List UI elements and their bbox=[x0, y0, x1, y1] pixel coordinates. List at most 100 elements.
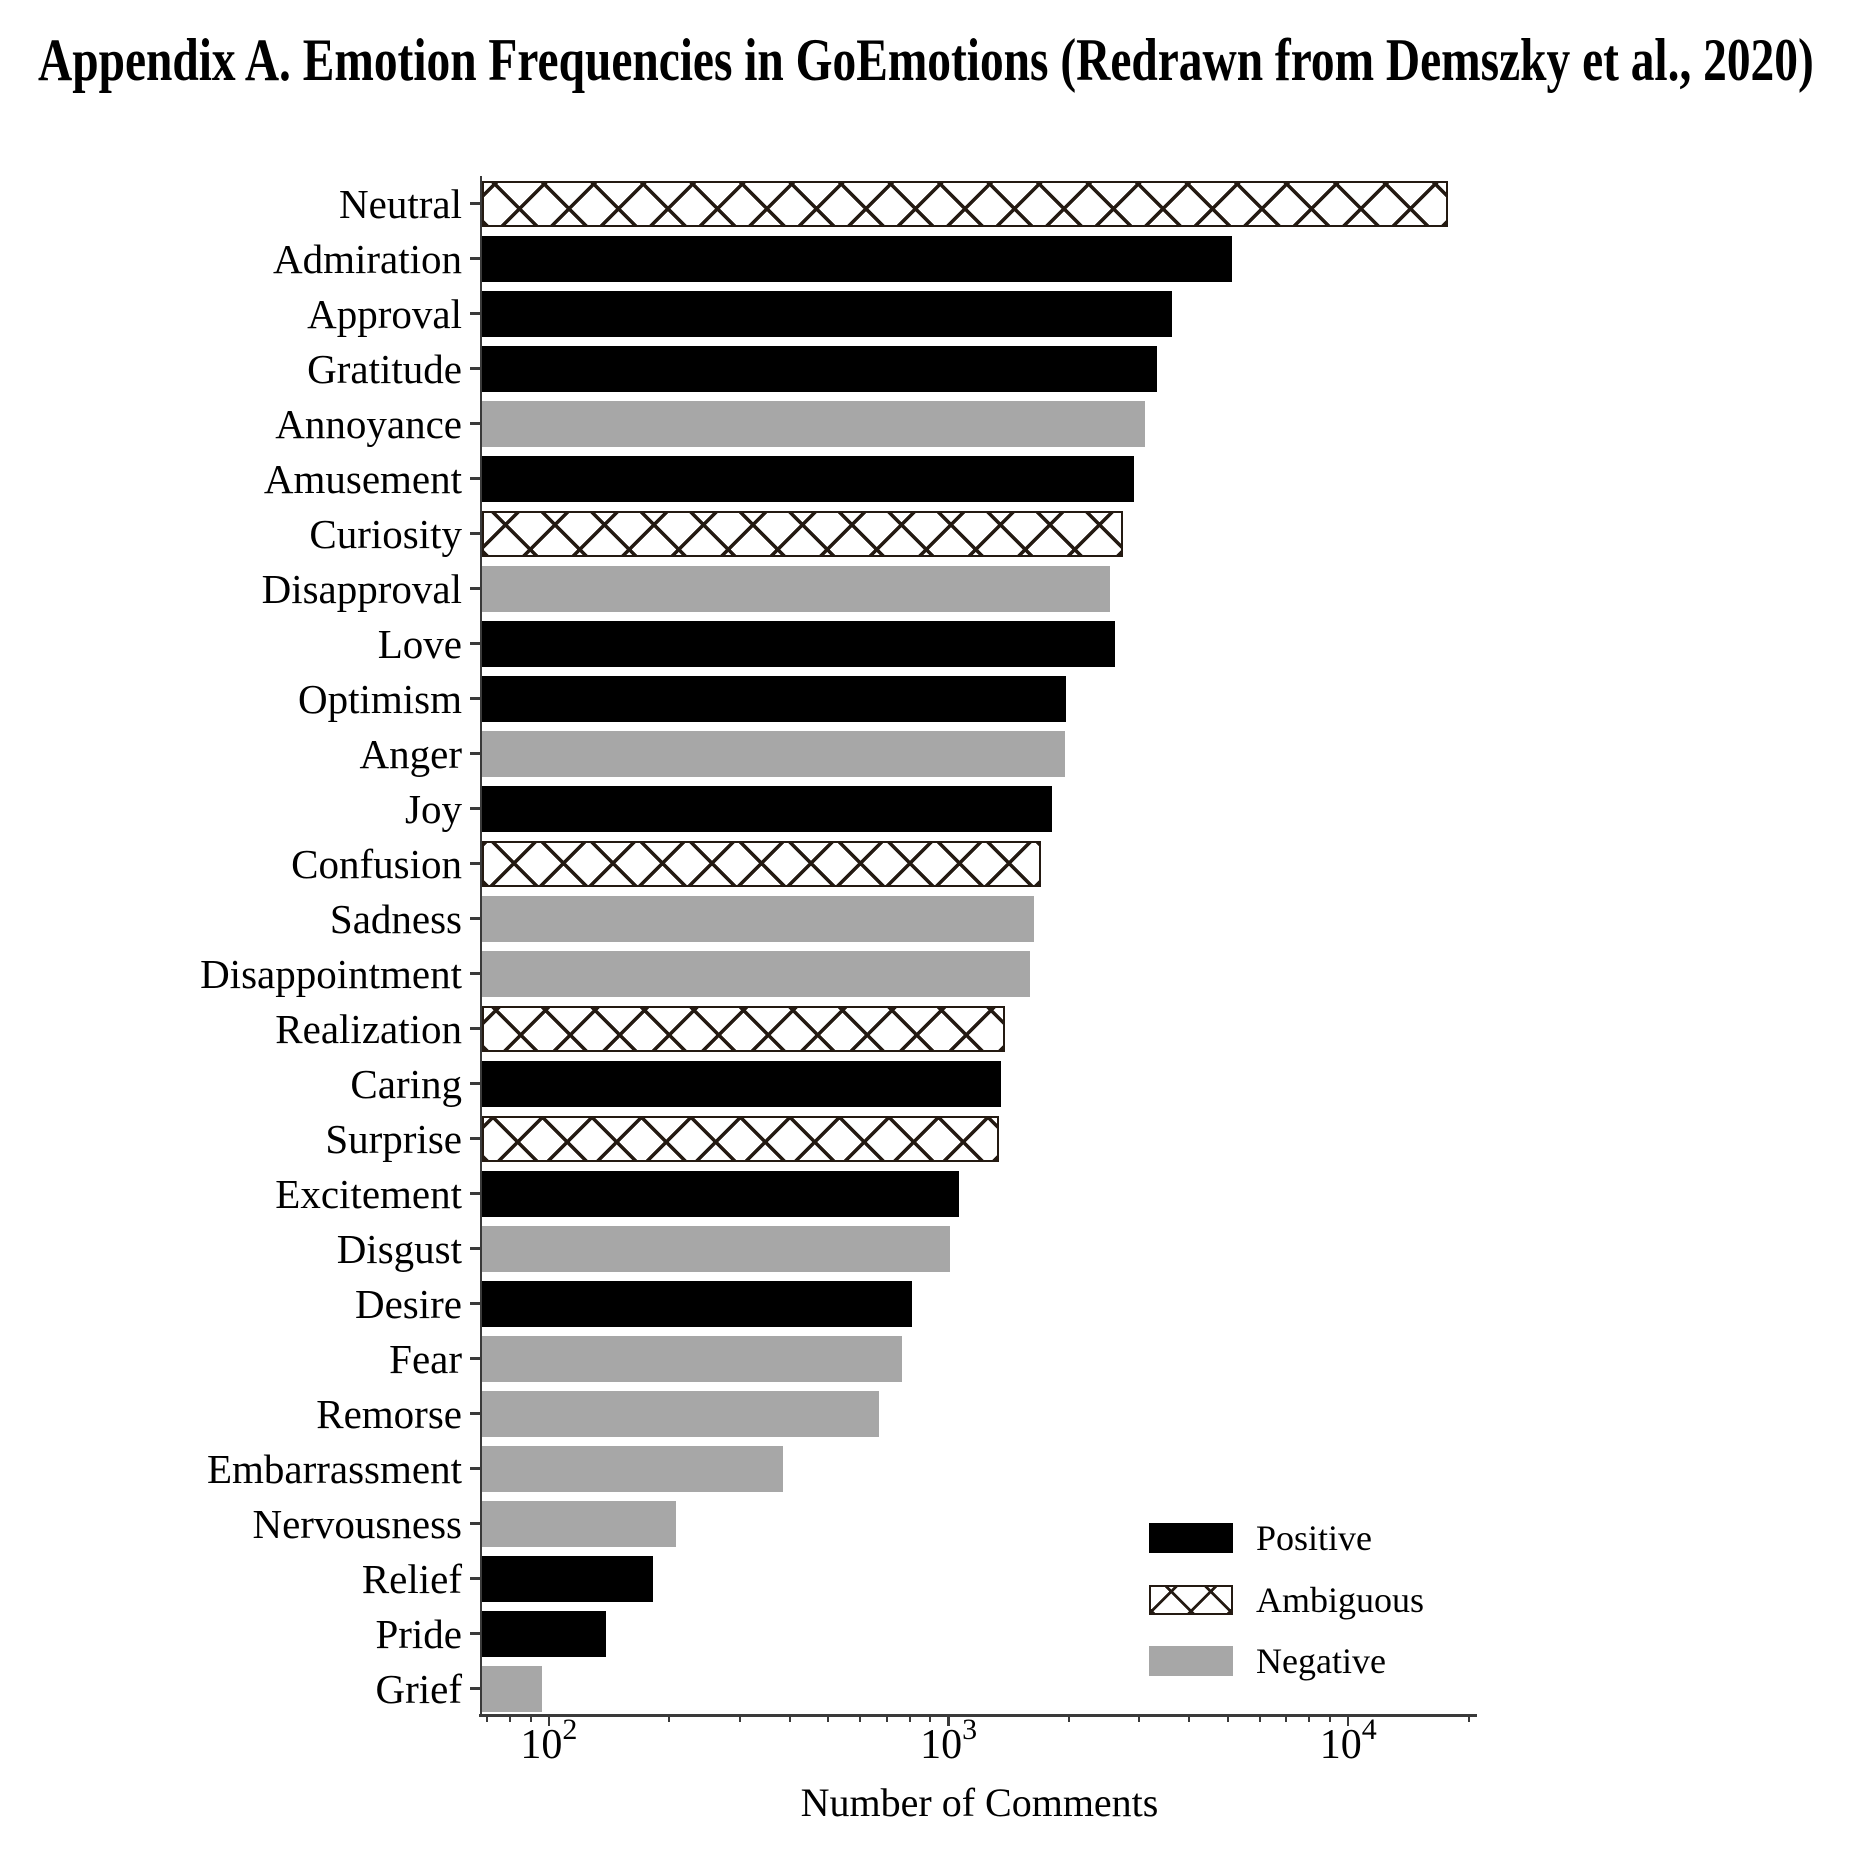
y-tick-love bbox=[470, 642, 480, 645]
x-minor-tick-9000 bbox=[1328, 1717, 1331, 1722]
y-label-disapproval: Disapproval bbox=[261, 565, 462, 612]
x-tick-label-10e4: 104 bbox=[1319, 1713, 1377, 1769]
y-tick-optimism bbox=[470, 697, 480, 700]
bar-approval bbox=[482, 290, 1173, 337]
y-tick-disapproval bbox=[470, 587, 480, 590]
y-tick-excitement bbox=[470, 1192, 480, 1195]
legend-swatch-positive bbox=[1149, 1523, 1233, 1553]
bar-curiosity bbox=[482, 510, 1124, 557]
x-minor-tick-8000 bbox=[1308, 1717, 1311, 1722]
y-tick-nervousness bbox=[470, 1522, 480, 1525]
bar-amusement bbox=[482, 455, 1134, 502]
bar-excitement bbox=[482, 1170, 960, 1217]
x-minor-tick-900 bbox=[929, 1717, 932, 1722]
bar-admiration bbox=[482, 235, 1233, 282]
figure-title: Appendix A. Emotion Frequencies in GoEmo… bbox=[38, 27, 1814, 93]
x-axis-label: Number of Comments bbox=[800, 1780, 1159, 1825]
legend-swatch-negative bbox=[1149, 1646, 1233, 1676]
bar-sadness bbox=[482, 895, 1035, 942]
legend-swatch-ambiguous bbox=[1149, 1585, 1233, 1615]
y-tick-amusement bbox=[470, 477, 480, 480]
y-label-embarrassment: Embarrassment bbox=[206, 1445, 462, 1492]
x-minor-tick-6000 bbox=[1258, 1717, 1261, 1722]
y-tick-approval bbox=[470, 312, 480, 315]
y-label-neutral: Neutral bbox=[339, 180, 462, 227]
bar-disapproval bbox=[482, 565, 1110, 612]
bar-caring bbox=[482, 1060, 1001, 1107]
x-minor-tick-200 bbox=[668, 1717, 671, 1722]
bar-disappointment bbox=[482, 950, 1031, 997]
y-tick-annoyance bbox=[470, 422, 480, 425]
bar-confusion bbox=[482, 840, 1042, 887]
x-minor-tick-3000 bbox=[1138, 1717, 1141, 1722]
x-major-tick-10e2 bbox=[547, 1717, 551, 1726]
y-tick-caring bbox=[470, 1082, 480, 1085]
y-label-gratitude: Gratitude bbox=[307, 345, 462, 392]
y-label-relief: Relief bbox=[361, 1555, 462, 1602]
y-label-disappointment: Disappointment bbox=[200, 950, 462, 997]
legend-item-negative: Negative bbox=[1149, 1641, 1386, 1681]
y-tick-neutral bbox=[470, 202, 480, 205]
bar-surprise bbox=[482, 1115, 999, 1162]
y-tick-relief bbox=[470, 1577, 480, 1580]
y-label-joy: Joy bbox=[405, 785, 462, 832]
y-label-confusion: Confusion bbox=[291, 840, 462, 887]
bar-disgust bbox=[482, 1225, 951, 1272]
y-tick-curiosity bbox=[470, 532, 480, 535]
y-tick-joy bbox=[470, 807, 480, 810]
y-tick-confusion bbox=[470, 862, 480, 865]
y-tick-disgust bbox=[470, 1247, 480, 1250]
x-minor-tick-70 bbox=[486, 1717, 489, 1722]
y-label-love: Love bbox=[377, 620, 462, 667]
y-label-desire: Desire bbox=[354, 1280, 462, 1327]
x-minor-tick-300 bbox=[738, 1717, 741, 1722]
x-minor-tick-2000 bbox=[1067, 1717, 1070, 1722]
x-minor-tick-500 bbox=[827, 1717, 830, 1722]
bar-neutral bbox=[482, 180, 1449, 227]
y-label-annoyance: Annoyance bbox=[275, 400, 462, 447]
bar-remorse bbox=[482, 1390, 880, 1437]
x-minor-tick-700 bbox=[885, 1717, 888, 1722]
y-label-nervousness: Nervousness bbox=[252, 1500, 462, 1547]
bar-fear bbox=[482, 1335, 902, 1382]
y-label-sadness: Sadness bbox=[329, 895, 462, 942]
x-tick-label-10e2: 102 bbox=[520, 1713, 578, 1769]
y-tick-surprise bbox=[470, 1137, 480, 1140]
bar-realization bbox=[482, 1005, 1006, 1052]
bar-optimism bbox=[482, 675, 1066, 722]
y-label-admiration: Admiration bbox=[272, 235, 462, 282]
y-tick-disappointment bbox=[470, 972, 480, 975]
y-label-realization: Realization bbox=[275, 1005, 462, 1052]
y-axis-spine bbox=[479, 176, 482, 1717]
y-label-approval: Approval bbox=[307, 290, 462, 337]
x-minor-tick-4000 bbox=[1188, 1717, 1191, 1722]
x-minor-tick-90 bbox=[529, 1717, 532, 1722]
y-tick-fear bbox=[470, 1357, 480, 1360]
y-tick-realization bbox=[470, 1027, 480, 1030]
x-minor-tick-600 bbox=[858, 1717, 861, 1722]
y-label-anger: Anger bbox=[359, 730, 462, 777]
x-major-tick-10e3 bbox=[947, 1717, 950, 1726]
y-label-caring: Caring bbox=[350, 1060, 462, 1107]
bar-love bbox=[482, 620, 1115, 667]
x-minor-tick-20000 bbox=[1467, 1717, 1470, 1722]
y-tick-sadness bbox=[470, 917, 480, 920]
legend-label-negative: Negative bbox=[1256, 1641, 1386, 1681]
y-label-optimism: Optimism bbox=[297, 675, 462, 722]
y-label-pride: Pride bbox=[375, 1610, 462, 1657]
y-label-amusement: Amusement bbox=[263, 455, 462, 502]
bar-desire bbox=[482, 1280, 913, 1327]
y-label-grief: Grief bbox=[375, 1665, 462, 1712]
x-tick-label-10e3: 103 bbox=[920, 1713, 978, 1769]
bar-anger bbox=[482, 730, 1065, 777]
legend-label-positive: Positive bbox=[1256, 1518, 1373, 1558]
y-tick-pride bbox=[470, 1632, 480, 1635]
y-label-curiosity: Curiosity bbox=[309, 510, 462, 557]
y-tick-admiration bbox=[470, 257, 480, 260]
y-label-disgust: Disgust bbox=[336, 1225, 462, 1272]
y-tick-embarrassment bbox=[470, 1467, 480, 1470]
y-label-fear: Fear bbox=[389, 1335, 462, 1382]
y-tick-grief bbox=[470, 1687, 480, 1690]
y-tick-gratitude bbox=[470, 367, 480, 370]
